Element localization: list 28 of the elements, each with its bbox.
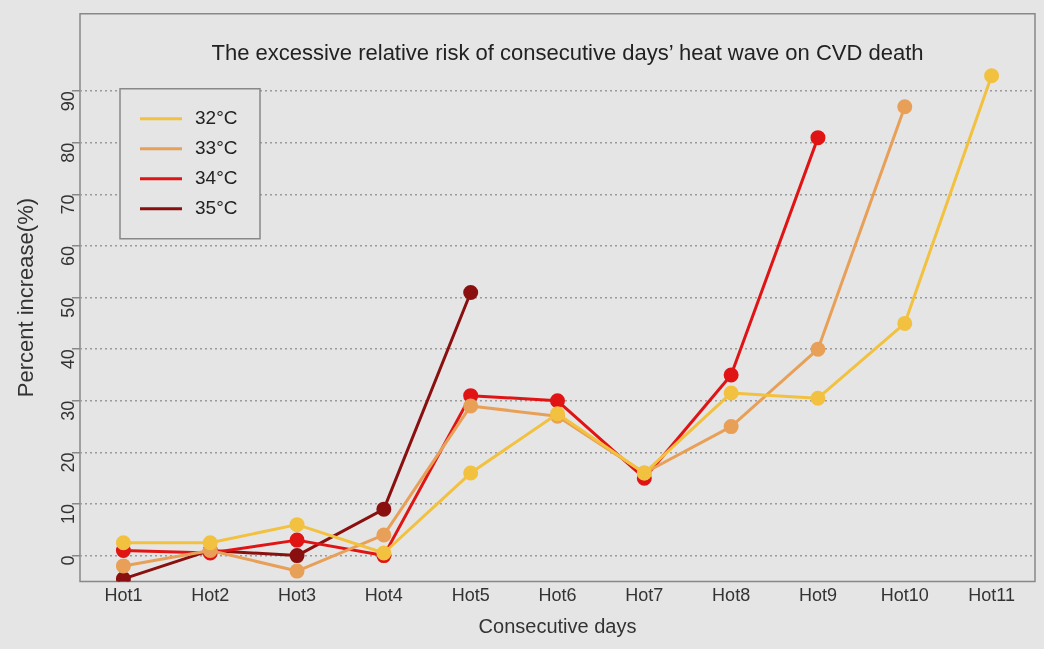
x-tick-label: Hot3 — [278, 585, 317, 606]
x-tick-label: Hot8 — [712, 585, 751, 606]
y-tick-label: 10 — [57, 504, 78, 525]
x-tick-label: Hot9 — [798, 585, 837, 606]
text: The excessive relative risk of consecutive days’ heat wave on CVD death — [211, 39, 924, 65]
legend-label: 32°C — [195, 107, 238, 129]
y-tick-label: 60 — [57, 246, 78, 267]
x-axis-title: Consecutive days — [478, 614, 637, 637]
y-tick-label: 20 — [57, 452, 78, 473]
legend-label: 33°C — [195, 137, 238, 159]
x-tick-label: Hot10 — [880, 585, 929, 606]
y-tick-label: 30 — [57, 400, 78, 421]
x-tick-label: Hot6 — [538, 585, 577, 606]
x-tick-label: Hot1 — [104, 585, 143, 606]
y-tick-label: 80 — [57, 142, 78, 163]
y-tick-label: 90 — [57, 91, 78, 112]
x-tick-label: Hot2 — [191, 585, 230, 606]
legend-label: 34°C — [195, 167, 238, 189]
y-tick-label: 40 — [57, 349, 78, 370]
y-tick-label: 0 — [57, 555, 78, 566]
x-tick-label: Hot5 — [451, 585, 490, 606]
x-tick-label: Hot11 — [968, 585, 1015, 606]
x-tick-label: Hot7 — [625, 585, 664, 606]
y-tick-label: 50 — [57, 297, 78, 318]
legend-label: 35°C — [195, 197, 238, 219]
y-axis-title: Percent increase(%) — [13, 197, 39, 398]
y-tick-label: 70 — [57, 194, 78, 215]
x-tick-label: Hot4 — [364, 585, 403, 606]
